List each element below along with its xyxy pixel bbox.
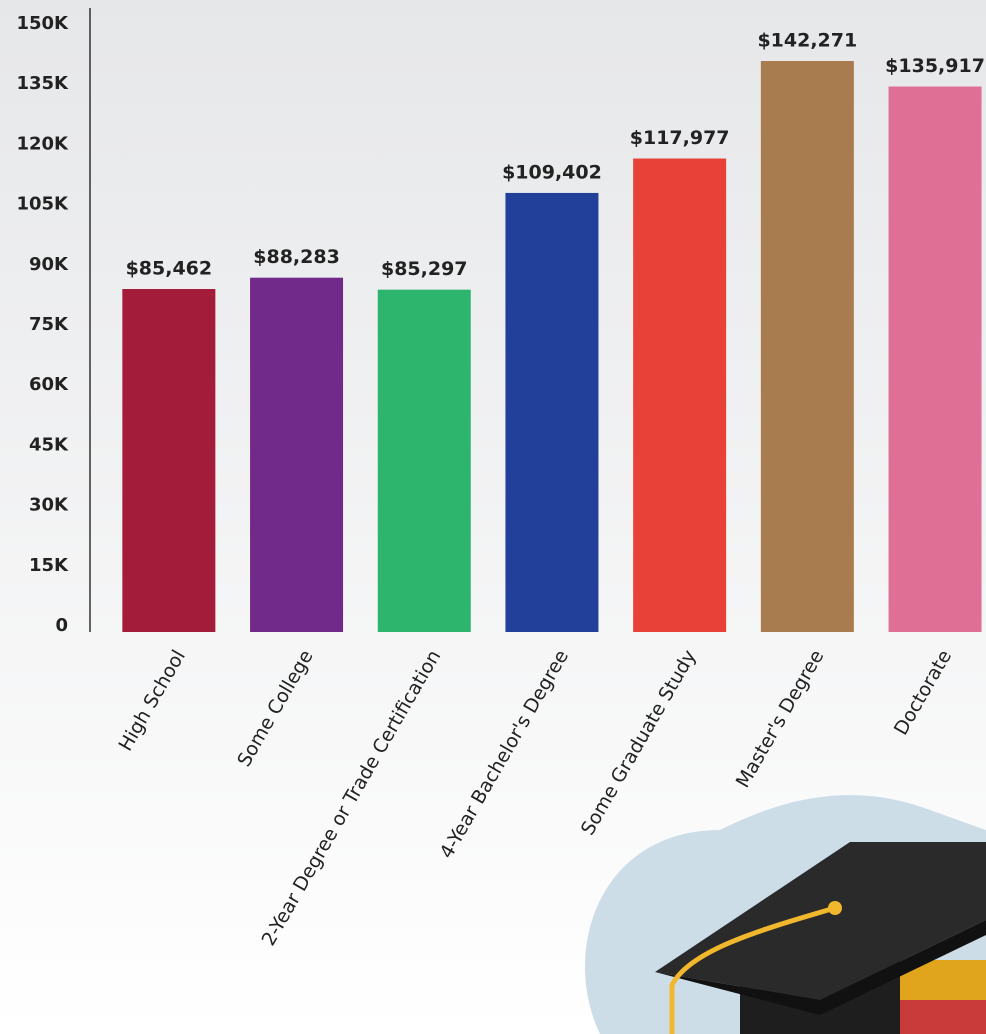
- bar: [633, 159, 726, 632]
- value-label: $142,271: [757, 30, 857, 52]
- y-tick-label: 30K: [29, 495, 69, 516]
- y-tick-label: 135K: [16, 73, 69, 94]
- value-label: $117,977: [630, 127, 730, 149]
- y-tick-label: 90K: [29, 254, 69, 275]
- bar: [122, 289, 215, 632]
- value-label: $85,462: [126, 258, 213, 280]
- y-tick-label: 60K: [29, 374, 69, 395]
- value-label: $85,297: [381, 258, 468, 280]
- bar: [761, 61, 854, 632]
- value-label: $109,402: [502, 161, 602, 183]
- y-tick-label: 15K: [29, 555, 69, 576]
- y-tick-label: 0: [55, 615, 68, 636]
- bar: [250, 278, 343, 632]
- chart: 015K30K45K60K75K90K105K120K135K150KHigh …: [0, 0, 986, 1034]
- y-tick-label: 150K: [16, 13, 69, 34]
- y-tick-label: 45K: [29, 434, 69, 455]
- y-tick-label: 105K: [16, 194, 69, 215]
- value-label: $88,283: [253, 246, 340, 268]
- y-tick-label: 120K: [16, 133, 69, 154]
- bar: [889, 87, 982, 632]
- bar: [378, 290, 471, 632]
- bar: [505, 193, 598, 632]
- y-tick-label: 75K: [29, 314, 69, 335]
- value-label: $135,917: [885, 55, 985, 77]
